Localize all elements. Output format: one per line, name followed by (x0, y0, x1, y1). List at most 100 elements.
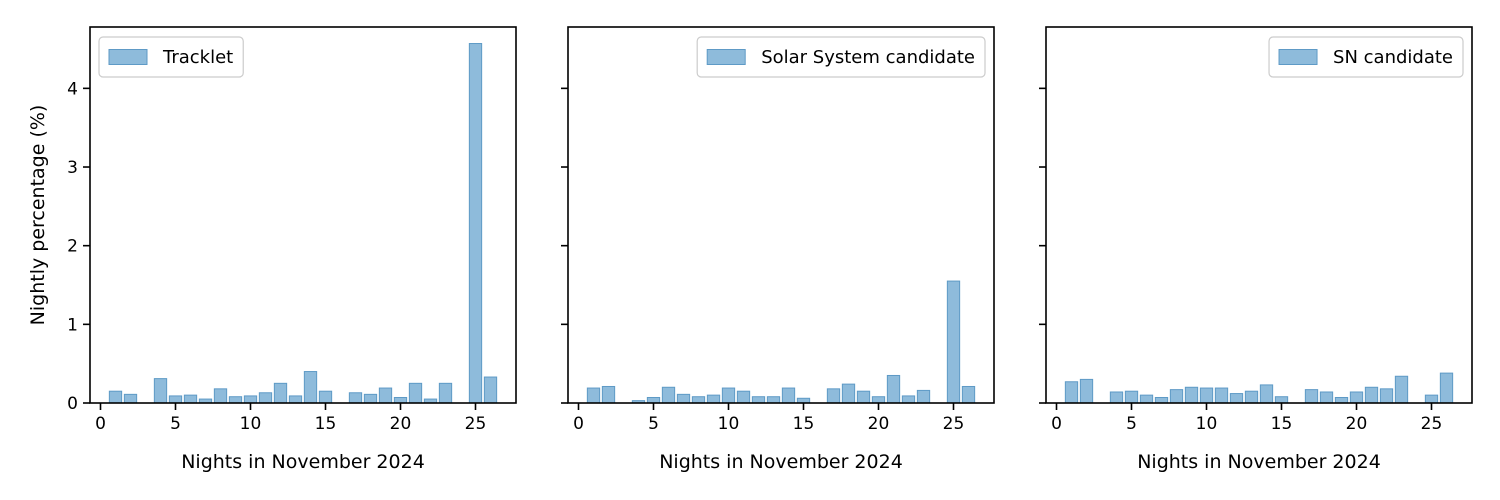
y-tick-label: 3 (67, 158, 78, 178)
bar (706, 394, 721, 404)
x-tick-label: 5 (170, 414, 181, 434)
x-tick-label: 0 (573, 414, 584, 434)
bar (826, 388, 841, 404)
legend-label: SN candidate (1333, 47, 1453, 68)
legend-frame (696, 36, 986, 78)
x-tick-label: 25 (943, 414, 965, 434)
legend-label: Tracklet (162, 47, 233, 68)
bar (1124, 390, 1139, 404)
x-tick-label: 15 (793, 414, 815, 434)
x-tick-label: 5 (1126, 414, 1137, 434)
bar (751, 396, 766, 404)
bar (1109, 391, 1124, 404)
bar (123, 393, 138, 404)
bar (228, 396, 243, 404)
bar (1079, 378, 1094, 404)
bar (243, 395, 258, 404)
bar (348, 392, 363, 404)
x-tick-label: 15 (1271, 414, 1293, 434)
plot-area: 0 5 10 15 20 25 0 1 2 3 4 (67, 26, 517, 434)
bar (1154, 396, 1169, 404)
bar (781, 387, 796, 404)
bar (1199, 387, 1214, 404)
bar (1304, 389, 1319, 404)
bar (1394, 375, 1409, 404)
x-tick-label: 0 (95, 414, 106, 434)
legend-frame (1268, 36, 1464, 78)
bar (601, 385, 616, 404)
bar (303, 371, 318, 404)
legend-frame (98, 36, 244, 78)
bar (1334, 396, 1349, 404)
y-tick-label: 4 (67, 79, 78, 99)
bar (961, 385, 976, 404)
axes-frame (567, 26, 995, 404)
plot-area: 0 5 10 15 20 25 (1039, 26, 1473, 434)
x-tick-label: 20 (868, 414, 890, 434)
bar (736, 390, 751, 404)
axes-frame (1045, 26, 1473, 404)
x-axis-label: Nights in November 2024 (1137, 451, 1381, 473)
bar (1274, 396, 1289, 404)
bar (1259, 384, 1274, 404)
x-tick-label: 0 (1051, 414, 1062, 434)
x-tick-label: 15 (315, 414, 337, 434)
axes-frame (89, 26, 517, 404)
bar (1364, 386, 1379, 404)
x-axis-label: Nights in November 2024 (659, 451, 903, 473)
x-axis-label: Nights in November 2024 (181, 451, 425, 473)
y-axis-label: Nightly percentage (%) (27, 105, 49, 326)
bar (318, 390, 333, 404)
bar (766, 396, 781, 404)
bar (183, 394, 198, 404)
bar (1244, 390, 1259, 404)
bar (1229, 393, 1244, 404)
legend-swatch (1278, 49, 1318, 65)
bar (288, 395, 303, 404)
bar (661, 386, 676, 404)
bar (856, 390, 871, 404)
legend-swatch (706, 49, 746, 65)
bar (378, 387, 393, 404)
bar (691, 396, 706, 404)
bar (1379, 388, 1394, 404)
bar (1349, 391, 1364, 404)
x-tick-label: 20 (390, 414, 412, 434)
x-tick-label: 5 (648, 414, 659, 434)
bar (1319, 391, 1334, 404)
bar (153, 378, 168, 404)
plot-area: 0 5 10 15 20 25 (561, 26, 995, 434)
legend: Solar System candidate (696, 36, 986, 78)
x-tick-label: 20 (1346, 414, 1368, 434)
panel-2: 0 5 10 15 20 25 Nights in November 2024 Solar… (561, 26, 995, 473)
x-tick-label: 10 (718, 414, 740, 434)
bar (258, 392, 273, 404)
bar (676, 393, 691, 404)
bar (946, 280, 961, 404)
bar (393, 396, 408, 404)
bar (483, 376, 498, 404)
x-tick-label: 10 (1196, 414, 1218, 434)
bar (841, 383, 856, 404)
bar (586, 387, 601, 404)
x-tick-label: 25 (1421, 414, 1443, 434)
bar (1424, 394, 1439, 404)
bar (1184, 386, 1199, 404)
bar (1139, 394, 1154, 404)
legend-label: Solar System candidate (761, 47, 975, 68)
bar (273, 382, 288, 404)
bar (721, 387, 736, 404)
legend-swatch (108, 49, 148, 65)
y-tick-label: 2 (67, 237, 78, 257)
legend: Tracklet (98, 36, 244, 78)
bar (408, 382, 423, 404)
bar (871, 396, 886, 404)
bar (886, 374, 901, 404)
bar (1439, 372, 1454, 404)
bar (438, 382, 453, 404)
bar (901, 395, 916, 404)
bar (363, 393, 378, 404)
